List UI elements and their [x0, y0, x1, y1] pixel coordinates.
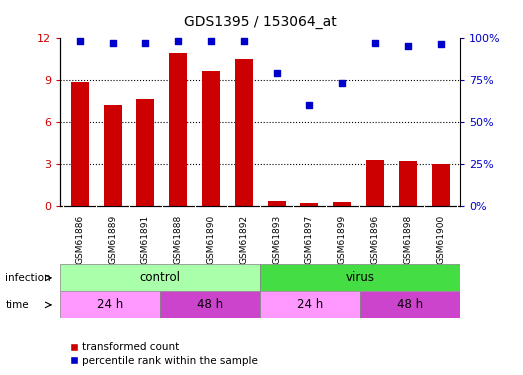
Text: GSM61888: GSM61888	[174, 215, 183, 264]
Bar	[202, 71, 220, 206]
Text: GSM61892: GSM61892	[240, 215, 248, 264]
Text: 24 h: 24 h	[97, 298, 123, 311]
Point	[108, 40, 117, 46]
Point	[404, 43, 412, 49]
Bar	[137, 99, 154, 206]
Point	[207, 38, 215, 44]
Bar	[160, 291, 260, 318]
Text: GSM61890: GSM61890	[207, 215, 215, 264]
Bar	[300, 203, 319, 206]
Bar	[333, 202, 351, 206]
Text: infection: infection	[5, 273, 51, 283]
Text: GSM61897: GSM61897	[305, 215, 314, 264]
Text: GSM61896: GSM61896	[370, 215, 380, 264]
Bar	[366, 160, 384, 206]
Text: GSM61898: GSM61898	[403, 215, 412, 264]
Bar	[268, 201, 286, 206]
Text: GSM61891: GSM61891	[141, 215, 150, 264]
Bar	[260, 264, 460, 291]
Text: control: control	[140, 272, 180, 284]
Bar	[169, 53, 187, 206]
Bar	[235, 58, 253, 206]
Text: GSM61886: GSM61886	[75, 215, 84, 264]
Bar	[431, 164, 450, 206]
Bar	[399, 161, 417, 206]
Text: GDS1395 / 153064_at: GDS1395 / 153064_at	[184, 15, 337, 29]
Text: time: time	[5, 300, 29, 310]
Text: GSM61899: GSM61899	[338, 215, 347, 264]
Legend: transformed count, percentile rank within the sample: transformed count, percentile rank withi…	[65, 338, 262, 370]
Point	[174, 38, 183, 44]
Point	[76, 38, 84, 44]
Bar	[60, 291, 160, 318]
Text: GSM61893: GSM61893	[272, 215, 281, 264]
Text: 48 h: 48 h	[397, 298, 423, 311]
Text: 24 h: 24 h	[297, 298, 323, 311]
Text: virus: virus	[346, 272, 374, 284]
Point	[436, 41, 445, 47]
Point	[338, 80, 346, 86]
Point	[141, 40, 150, 46]
Text: GSM61889: GSM61889	[108, 215, 117, 264]
Point	[272, 70, 281, 76]
Point	[371, 40, 379, 46]
Bar	[260, 291, 360, 318]
Text: 48 h: 48 h	[197, 298, 223, 311]
Point	[240, 38, 248, 44]
Bar	[71, 82, 89, 206]
Bar	[104, 105, 122, 206]
Text: GSM61900: GSM61900	[436, 215, 445, 264]
Bar	[360, 291, 460, 318]
Bar	[60, 264, 260, 291]
Point	[305, 102, 314, 108]
